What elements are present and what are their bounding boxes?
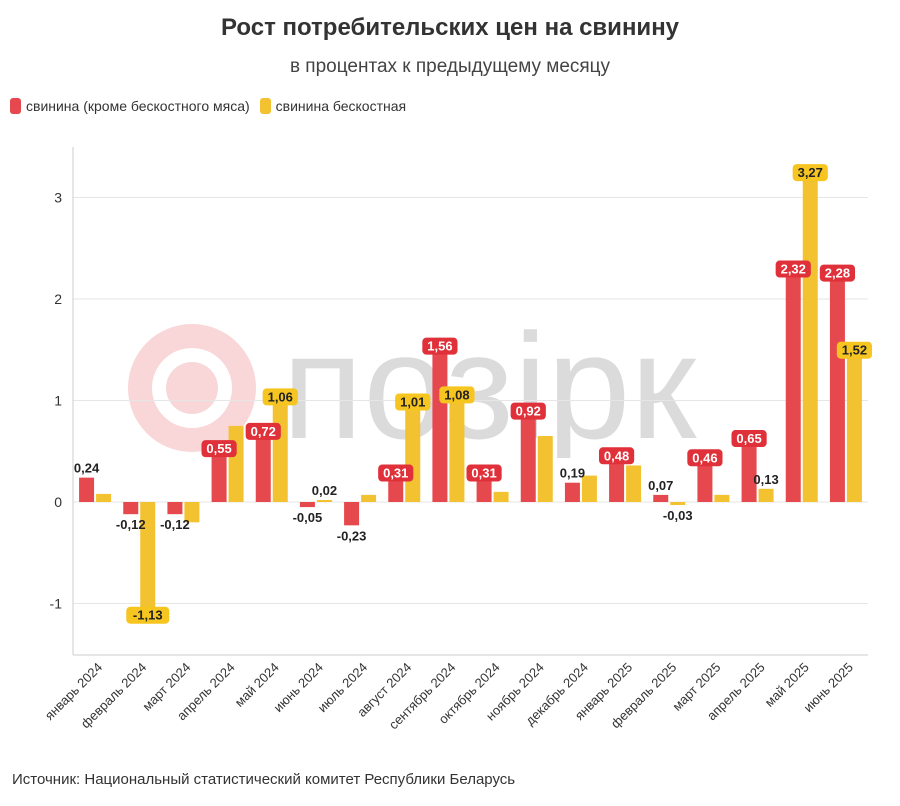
y-tick-label: 3 [54,190,62,206]
source-note: Источник: Национальный статистический ко… [12,771,516,788]
data-label: 1,08 [444,387,469,402]
bar-yellow[interactable] [581,475,597,502]
data-label-badge [598,447,635,465]
bar-red[interactable] [432,343,448,502]
bar-yellow[interactable] [361,494,377,502]
bar-red[interactable] [653,494,669,502]
data-label: 0,02 [312,483,337,498]
legend: свинина (кроме бескостного мяса) свинина… [10,98,416,114]
data-label: 0,65 [736,431,761,446]
data-label: 1,56 [427,339,452,354]
data-label-badge [687,449,723,467]
data-label-badge [510,402,546,420]
data-label: -0,12 [116,517,146,532]
legend-item-yellow[interactable]: свинина бескостная [259,98,407,114]
data-label: 0,13 [753,472,778,487]
data-label-badge [792,164,828,182]
bar-red[interactable] [564,482,580,502]
data-label: 0,48 [604,448,629,463]
legend-label-red: свинина (кроме бескостного мяса) [26,98,250,114]
data-label-badge [819,264,856,282]
bar-red[interactable] [123,502,139,515]
data-label-badge [775,260,811,278]
data-label: 0,31 [383,466,408,481]
data-label: 2,32 [781,262,806,277]
data-label: 0,19 [560,466,585,481]
bar-yellow[interactable] [846,347,862,502]
data-label: 1,06 [268,389,293,404]
data-label: 0,55 [206,441,231,456]
bar-red[interactable] [697,455,713,502]
data-label: -1,13 [133,608,163,623]
y-tick-label: 1 [54,393,62,409]
data-label: -0,03 [663,508,693,523]
data-label-badge [245,422,281,440]
bar-yellow[interactable] [626,465,642,502]
bar-red[interactable] [829,270,845,502]
data-label: 0,72 [251,424,276,439]
data-label-badge [395,393,431,411]
bar-red[interactable] [79,477,95,502]
bar-yellow[interactable] [758,488,774,502]
bar-red[interactable] [255,428,271,502]
data-label-badge [422,337,458,355]
data-label: 0,92 [516,404,541,419]
bar-red[interactable] [167,502,183,515]
y-tick-label: 2 [54,291,62,307]
data-label: 0,07 [648,478,673,493]
bar-yellow[interactable] [96,493,112,502]
data-label: -0,12 [160,517,190,532]
data-label-badge [201,440,237,458]
data-label: 0,46 [692,450,717,465]
y-tick-label: -1 [50,596,63,612]
legend-swatch-red [10,98,21,114]
legend-label-yellow: свинина бескостная [275,98,407,114]
legend-item-red[interactable]: свинина (кроме бескостного мяса) [10,98,250,114]
bar-yellow[interactable] [228,425,244,502]
data-label: 1,01 [400,394,425,409]
bar-red[interactable] [520,408,536,502]
bar-yellow[interactable] [140,502,156,617]
bar-red[interactable] [344,502,360,526]
data-label: 2,28 [825,266,850,281]
bar-red[interactable] [299,502,315,508]
data-label-badge [439,386,475,404]
bar-yellow[interactable] [537,436,553,502]
data-label: 3,27 [798,165,823,180]
legend-swatch-yellow [259,98,271,114]
bar-yellow[interactable] [316,499,332,502]
data-label-badge [378,464,414,482]
bar-red[interactable] [609,453,625,502]
data-label: -0,05 [293,510,323,525]
bar-yellow[interactable] [405,399,421,502]
data-label: 1,52 [842,343,867,358]
bar-red[interactable] [211,446,227,502]
data-label-badge [466,464,502,482]
data-label: 0,24 [74,461,100,476]
bar-yellow[interactable] [670,502,686,506]
bar-yellow[interactable] [184,502,200,523]
data-label-badge [126,606,170,624]
data-label: -0,23 [337,528,367,543]
bar-red[interactable] [785,266,801,502]
bar-yellow[interactable] [449,392,465,502]
chart-title: Рост потребительских цен на свинину [220,14,680,41]
y-tick-label: 0 [54,494,62,510]
chart-subtitle: в процентах к предыдущему месяцу [289,56,611,77]
bar-yellow[interactable] [802,170,818,502]
data-label-badge [731,430,767,448]
bar-yellow[interactable] [714,494,730,502]
data-label-badge [262,388,298,406]
data-label: 0,31 [471,466,496,481]
data-label-badge [836,341,873,359]
bar-yellow[interactable] [272,394,288,502]
bar-yellow[interactable] [493,491,509,502]
bar-red[interactable] [741,436,757,502]
